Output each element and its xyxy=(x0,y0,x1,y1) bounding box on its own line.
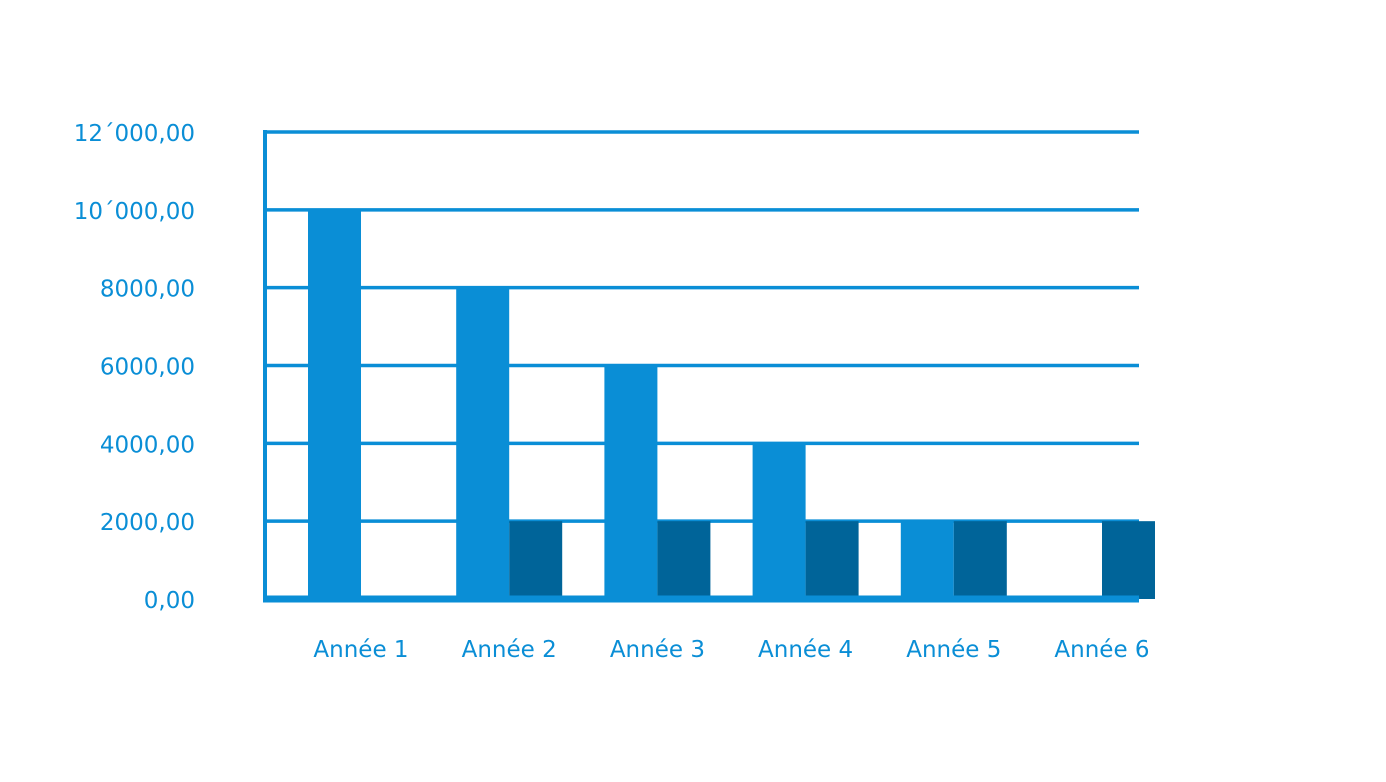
bar xyxy=(752,443,806,599)
bar xyxy=(900,521,954,599)
axes xyxy=(263,130,1139,603)
x-tick-label: Année 2 xyxy=(462,637,557,663)
y-tick-labels: 0,00 2000,00 4000,00 6000,00 8000,00 10´000,0… xyxy=(74,121,195,614)
y-tick-label: 8000,00 xyxy=(100,277,195,303)
y-tick-label: 4000,00 xyxy=(100,432,195,458)
x-tick-label: Année 1 xyxy=(313,637,408,663)
x-tick-labels: Année 1 Année 2 Année 3 Année 4 Année 5 Année… xyxy=(313,637,1149,663)
bar xyxy=(1102,521,1155,599)
bar xyxy=(953,521,1007,599)
bar xyxy=(456,287,510,599)
x-tick-label: Année 5 xyxy=(906,637,1001,663)
y-tick-label: 12´000,00 xyxy=(74,121,195,147)
x-tick-label: Année 3 xyxy=(610,637,705,663)
x-tick-label: Année 4 xyxy=(758,637,853,663)
bar xyxy=(604,365,658,599)
bars xyxy=(308,209,1155,600)
bar xyxy=(308,209,361,600)
bar xyxy=(509,521,563,599)
gridlines xyxy=(265,130,1139,523)
bar xyxy=(805,521,859,599)
y-tick-label: 0,00 xyxy=(144,588,195,614)
y-tick-label: 10´000,00 xyxy=(74,199,195,225)
bar xyxy=(657,521,711,599)
y-tick-label: 6000,00 xyxy=(100,355,195,381)
y-tick-label: 2000,00 xyxy=(100,510,195,536)
x-tick-label: Année 6 xyxy=(1054,637,1149,663)
